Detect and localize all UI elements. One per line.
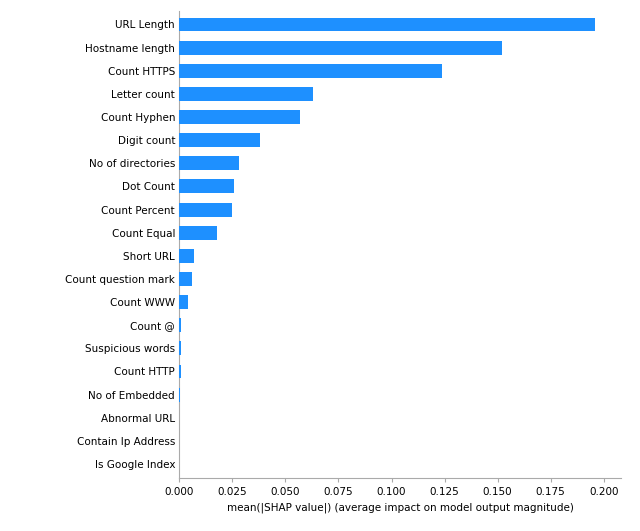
Bar — [179, 226, 218, 239]
Bar — [179, 295, 188, 309]
Bar — [179, 41, 502, 55]
Bar — [179, 272, 192, 286]
Bar — [179, 133, 260, 147]
Bar — [179, 18, 595, 31]
Bar — [179, 203, 232, 217]
Bar — [179, 365, 180, 379]
Bar — [179, 64, 442, 78]
X-axis label: mean(|SHAP value|) (average impact on model output magnitude): mean(|SHAP value|) (average impact on mo… — [227, 502, 573, 513]
Bar — [179, 318, 181, 332]
Bar — [179, 87, 313, 101]
Bar — [179, 179, 234, 193]
Bar — [179, 249, 194, 263]
Bar — [179, 110, 300, 124]
Bar — [179, 156, 239, 170]
Bar — [179, 341, 181, 355]
